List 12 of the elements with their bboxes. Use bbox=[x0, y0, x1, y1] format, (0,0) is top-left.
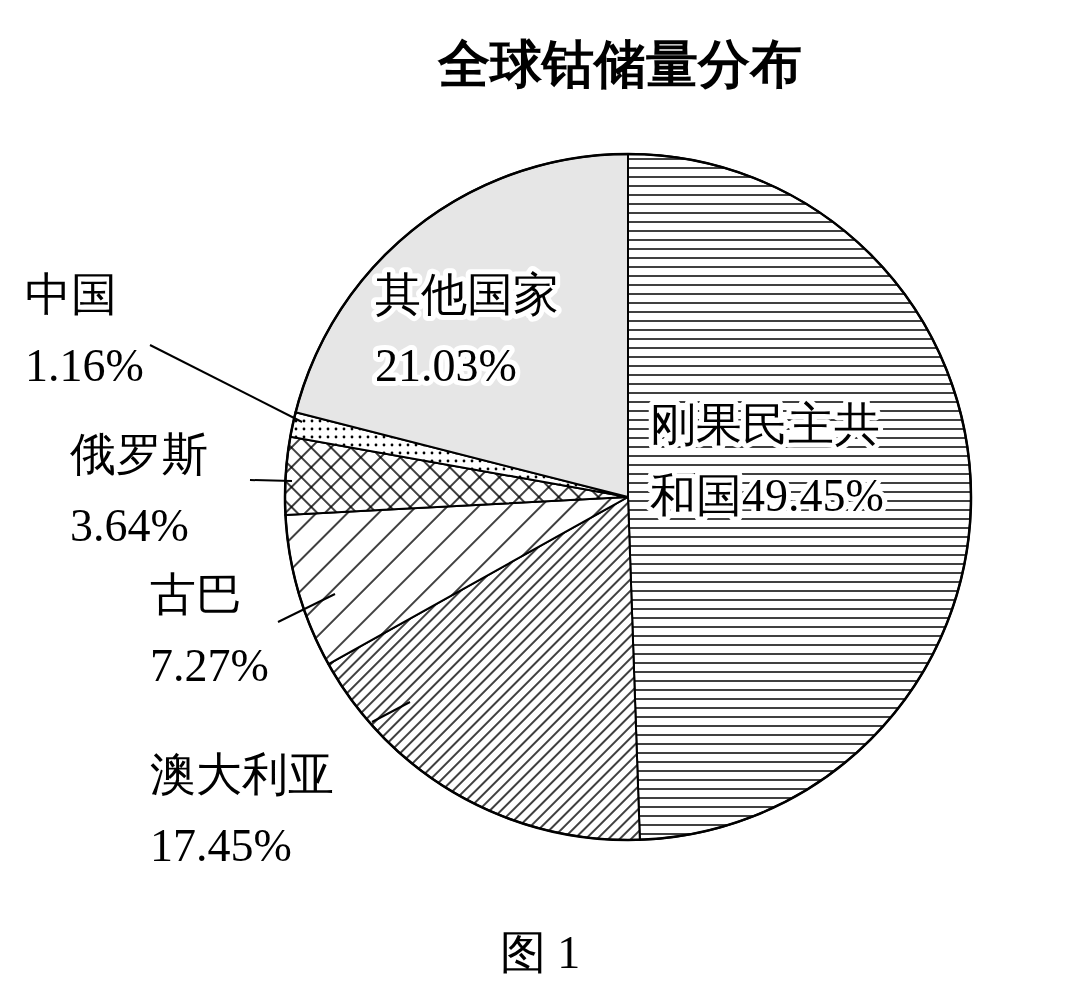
data-label: 3.64% bbox=[70, 500, 189, 552]
data-label: 7.27% bbox=[150, 640, 269, 692]
slice-label: 澳大利亚 bbox=[150, 749, 334, 800]
slice-label: 古巴 bbox=[150, 569, 242, 620]
slice-label: 中国 bbox=[25, 269, 117, 320]
slice-label: 俄罗斯 bbox=[70, 429, 208, 480]
slice-label: 其他国家 bbox=[375, 269, 559, 320]
data-label: 21.03% bbox=[375, 340, 517, 392]
chart-title: 全球钴储量分布 bbox=[437, 36, 802, 93]
caption: 图 1 bbox=[499, 927, 581, 978]
data-label: 1.16% bbox=[25, 340, 144, 392]
data-label: 17.45% bbox=[150, 820, 292, 872]
